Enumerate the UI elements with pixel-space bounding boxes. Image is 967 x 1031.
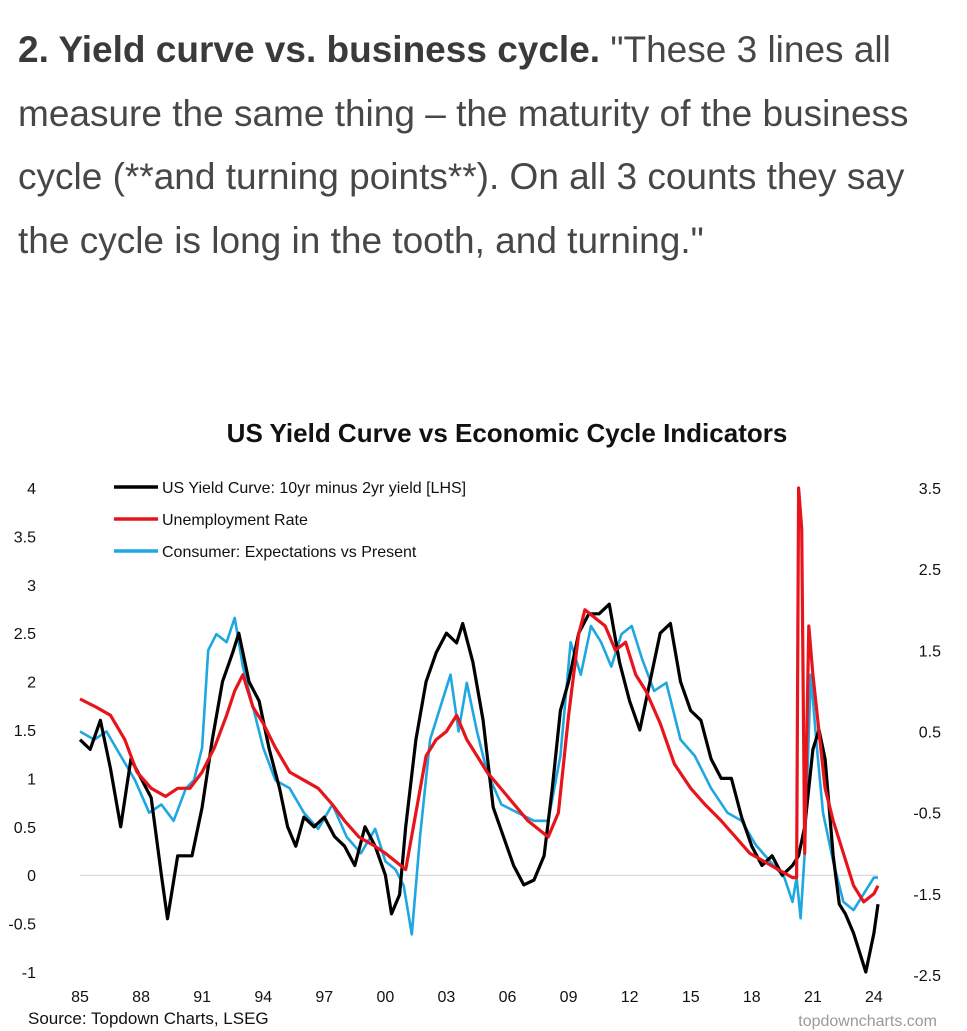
series-line-consumer: [79, 616, 878, 936]
x-tick-label: 06: [499, 989, 517, 1006]
legend: US Yield Curve: 10yr minus 2yr yield [LH…: [114, 480, 466, 561]
right-axis: 3.5 2.5 1.5 0.5 -0.5 -1.5 -2.5: [913, 481, 941, 985]
left-tick-label: -1: [22, 965, 36, 982]
x-tick-label: 12: [621, 989, 639, 1006]
right-tick-label: -2.5: [913, 968, 941, 985]
source-note: Source: Topdown Charts, LSEG: [28, 1009, 269, 1028]
quote-heading: 2. Yield curve vs. business cycle.: [18, 29, 601, 70]
x-tick-label: 00: [376, 989, 394, 1006]
legend-label: Consumer: Expectations vs Present: [162, 544, 417, 561]
series-line-unemployment: [79, 486, 880, 904]
left-tick-label: -0.5: [8, 917, 36, 934]
legend-label: US Yield Curve: 10yr minus 2yr yield [LH…: [162, 480, 466, 497]
x-tick-label: 97: [315, 989, 333, 1006]
chart-title: US Yield Curve vs Economic Cycle Indicat…: [227, 418, 788, 448]
right-tick-label: 3.5: [919, 481, 941, 498]
left-tick-label: 2.5: [14, 626, 36, 643]
legend-label: Unemployment Rate: [162, 512, 308, 529]
left-tick-label: 0.5: [14, 820, 36, 837]
left-tick-label: 3.5: [14, 529, 36, 546]
left-tick-label: 3: [27, 578, 36, 595]
quote-text: "These 3 lines all measure the same thin…: [18, 29, 909, 261]
x-tick-label: 24: [865, 989, 883, 1006]
right-tick-label: 2.5: [919, 562, 941, 579]
right-tick-label: -1.5: [913, 887, 941, 904]
series-line-yield-curve: [78, 602, 880, 974]
right-tick-label: 1.5: [919, 643, 941, 660]
left-axis: 4 3.5 3 2.5 2 1.5 1 0.5 0 -0.5 -1: [8, 481, 36, 982]
left-tick-label: 0: [27, 868, 36, 885]
left-tick-label: 1: [27, 771, 36, 788]
x-tick-label: 09: [560, 989, 578, 1006]
x-tick-label: 85: [71, 989, 89, 1006]
left-tick-label: 4: [27, 481, 36, 498]
x-tick-label: 21: [804, 989, 822, 1006]
x-tick-label: 94: [254, 989, 272, 1006]
x-tick-label: 88: [132, 989, 150, 1006]
right-tick-label: -0.5: [913, 806, 941, 823]
series-layer: [78, 486, 880, 974]
x-tick-label: 18: [743, 989, 761, 1006]
x-tick-label: 91: [193, 989, 211, 1006]
left-tick-label: 2: [27, 675, 36, 692]
x-tick-label: 03: [438, 989, 456, 1006]
quote-paragraph: 2. Yield curve vs. business cycle. "Thes…: [18, 18, 953, 272]
x-axis: 85 88 91 94 97 00 03 06 09 12 15 18 21 24: [71, 989, 883, 1006]
right-tick-label: 0.5: [919, 725, 941, 742]
x-tick-label: 15: [682, 989, 700, 1006]
watermark: topdowncharts.com: [798, 1013, 937, 1030]
yield-curve-chart: US Yield Curve vs Economic Cycle Indicat…: [8, 418, 941, 1030]
left-tick-label: 1.5: [14, 723, 36, 740]
